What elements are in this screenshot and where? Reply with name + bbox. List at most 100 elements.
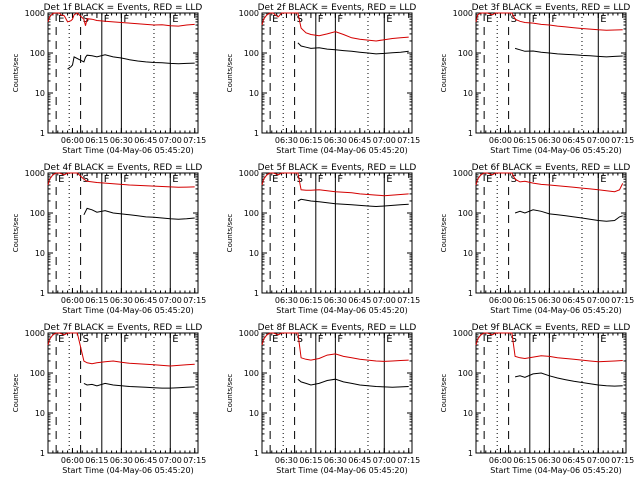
y-tick-label: 1 (254, 289, 259, 298)
event-marker-label: E (272, 174, 278, 185)
x-tick-label: 06:00 (61, 456, 84, 465)
event-marker-label: E (600, 174, 606, 185)
event-marker-label: E (58, 14, 64, 25)
y-axis-label: Counts/sec (226, 214, 234, 253)
chart-title: Det 2f BLACK = Events, RED = LLD (258, 3, 417, 13)
y-tick-label: 1000 (453, 9, 473, 18)
event-marker-label: F (104, 334, 110, 345)
y-tick-label: 10 (463, 89, 473, 98)
y-tick-label: 10 (249, 249, 259, 258)
plot-frame (261, 12, 413, 134)
lld-series-line (475, 332, 623, 363)
event-marker-label: F (318, 334, 324, 345)
x-tick-label: 06:15 (85, 136, 108, 145)
events-series-line (83, 382, 195, 389)
event-marker-label: E (386, 14, 392, 25)
event-marker-label: S (511, 14, 517, 25)
events-series-line (297, 198, 409, 208)
x-tick-label: 06:15 (513, 296, 536, 305)
chart-panel-6: Det 6f BLACK = Events, RED = LLD 1 10 100 10… (440, 163, 634, 315)
y-tick-label: 1000 (453, 329, 473, 338)
x-tick-label: 07:15 (183, 296, 206, 305)
x-tick-label: 06:30 (324, 136, 347, 145)
x-tick-label: 06:45 (134, 296, 157, 305)
y-tick-label: 1 (40, 129, 45, 138)
y-tick-label: 100 (30, 49, 45, 58)
x-tick-label: 06:15 (299, 136, 322, 145)
y-tick-label: 1000 (25, 329, 45, 338)
x-tick-label: 06:00 (61, 296, 84, 305)
lld-series-line (261, 172, 409, 197)
lld-series-line (47, 332, 195, 367)
y-tick-label: 1 (40, 449, 45, 458)
event-marker-label: F (104, 174, 110, 185)
x-tick-label: 06:15 (85, 456, 108, 465)
lld-series-line (475, 172, 624, 193)
x-tick-label: 06:00 (489, 136, 512, 145)
x-tick-label: 07:15 (611, 136, 634, 145)
y-tick-label: 100 (458, 49, 473, 58)
x-axis-label: Start Time (04-May-06 05:45:20) (490, 306, 621, 315)
x-tick-label: 07:00 (373, 136, 396, 145)
y-tick-label: 10 (249, 409, 259, 418)
event-marker-label: E (172, 174, 178, 185)
events-series-line (297, 42, 409, 55)
event-marker-label: E (58, 174, 64, 185)
x-tick-label: 06:45 (348, 296, 371, 305)
x-tick-label: 06:30 (538, 136, 561, 145)
y-axis-label: Counts/sec (12, 54, 20, 93)
x-tick-label: 07:00 (587, 456, 610, 465)
y-tick-label: 1000 (239, 9, 259, 18)
x-tick-label: 07:15 (611, 296, 634, 305)
event-marker-label: F (123, 14, 129, 25)
x-tick-label: 06:45 (348, 456, 371, 465)
y-axis-label: Counts/sec (440, 214, 448, 253)
x-tick-label: 06:45 (562, 136, 585, 145)
y-tick-label: 1000 (25, 9, 45, 18)
x-tick-label: 06:30 (110, 456, 133, 465)
event-marker-label: E (58, 334, 64, 345)
x-tick-label: 06:15 (85, 296, 108, 305)
x-tick-label: 06:00 (489, 456, 512, 465)
y-tick-label: 10 (463, 249, 473, 258)
event-marker-label: S (511, 174, 517, 185)
x-tick-label: 06:15 (513, 136, 536, 145)
chart-title: Det 8f BLACK = Events, RED = LLD (258, 323, 417, 333)
x-tick-label: 06:30 (538, 456, 561, 465)
event-marker-label: F (318, 174, 324, 185)
x-tick-label: 06:45 (134, 456, 157, 465)
chart-panel-8: Det 8f BLACK = Events, RED = LLD 1 10 100 10… (226, 323, 420, 475)
y-tick-label: 1000 (453, 169, 473, 178)
event-marker-label: S (297, 174, 303, 185)
events-series-line (67, 54, 195, 70)
event-marker-label: E (386, 174, 392, 185)
events-series-line (83, 207, 195, 220)
chart-title: Det 1f BLACK = Events, RED = LLD (44, 3, 203, 13)
x-tick-label: 07:15 (183, 456, 206, 465)
x-tick-label: 07:15 (397, 136, 420, 145)
event-marker-label: F (532, 174, 538, 185)
y-tick-label: 10 (35, 249, 45, 258)
event-marker-label: E (386, 334, 392, 345)
event-marker-label: F (337, 14, 343, 25)
plot-frame (475, 172, 627, 294)
event-marker-label: F (123, 334, 129, 345)
chart-panel-5: Det 5f BLACK = Events, RED = LLD 1 10 100 10… (226, 163, 420, 315)
x-tick-label: 06:15 (299, 456, 322, 465)
x-tick-label: 06:30 (324, 456, 347, 465)
y-axis-label: Counts/sec (12, 214, 20, 253)
x-tick-label: 07:15 (397, 296, 420, 305)
x-axis-label: Start Time (04-May-06 05:45:20) (276, 146, 407, 155)
x-tick-label: 07:00 (587, 136, 610, 145)
event-marker-label: F (337, 174, 343, 185)
x-axis-label: Start Time (04-May-06 05:45:20) (276, 466, 407, 475)
event-marker-label: E (486, 174, 492, 185)
x-tick-label: 07:00 (373, 456, 396, 465)
event-marker-label: F (532, 14, 538, 25)
x-tick-label: 07:00 (159, 456, 182, 465)
events-series-line (514, 209, 623, 222)
events-series-line (297, 378, 409, 388)
event-marker-label: E (486, 334, 492, 345)
y-tick-label: 10 (463, 409, 473, 418)
y-tick-label: 10 (249, 89, 259, 98)
